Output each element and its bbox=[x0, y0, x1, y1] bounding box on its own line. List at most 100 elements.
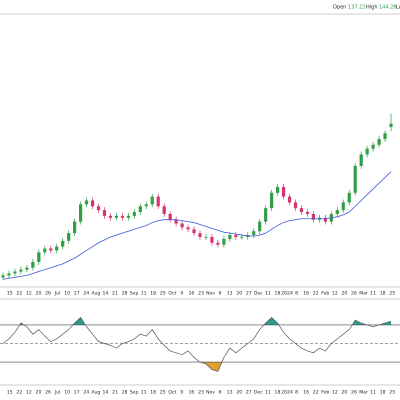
x-tick-label: Dec bbox=[254, 390, 263, 396]
x-tick-label: 12 bbox=[26, 291, 32, 297]
x-tick-label: Dec bbox=[254, 291, 263, 297]
candle-body bbox=[276, 187, 280, 193]
candle-body bbox=[383, 133, 387, 140]
x-tick-label: 10 bbox=[64, 390, 70, 396]
x-tick-label: 18 bbox=[150, 291, 156, 297]
candle-body bbox=[389, 123, 393, 128]
x-tick-label: 21 bbox=[112, 390, 118, 396]
candle-body bbox=[67, 233, 71, 241]
oversold-fill bbox=[200, 362, 222, 372]
x-tick-label: 11 bbox=[141, 390, 147, 396]
candle-body bbox=[270, 192, 274, 209]
x-tick-label: 25 bbox=[389, 390, 395, 396]
x-tick-label: 22 bbox=[16, 291, 22, 297]
x-tick-label: 8 bbox=[295, 291, 298, 297]
x-tick-label: Feb bbox=[321, 390, 329, 396]
x-tick-label: 6 bbox=[219, 390, 222, 396]
x-tick-label: 15 bbox=[7, 390, 13, 396]
candle-body bbox=[138, 206, 142, 213]
header-label: High bbox=[366, 5, 378, 11]
x-tick-label: Nov bbox=[206, 390, 215, 396]
candle-body bbox=[353, 165, 357, 193]
x-tick-label: 25 bbox=[389, 291, 395, 297]
x-tick-label: 26 bbox=[45, 390, 51, 396]
candle-body bbox=[162, 206, 166, 214]
x-tick-label: 25 bbox=[160, 291, 166, 297]
candle-body bbox=[365, 148, 369, 155]
x-tick-label: Jul bbox=[54, 390, 61, 396]
x-tick-label: 2024 bbox=[281, 291, 293, 297]
overbought-fill bbox=[19, 317, 392, 325]
x-tick-label: 27 bbox=[246, 390, 252, 396]
candle-body bbox=[281, 187, 286, 197]
x-tick-label: 20 bbox=[236, 291, 242, 297]
candle-body bbox=[1, 275, 5, 278]
x-tick-label: 11 bbox=[265, 291, 271, 297]
candle-body bbox=[31, 261, 35, 268]
x-tick-label: 17 bbox=[74, 390, 80, 396]
x-tick-label: 9 bbox=[180, 291, 183, 297]
x-tick-label: 26 bbox=[351, 291, 357, 297]
x-tick-label: 9 bbox=[180, 390, 183, 396]
candle-body bbox=[102, 210, 107, 216]
candle-body bbox=[55, 246, 59, 251]
candle-body bbox=[228, 235, 232, 239]
candle-body bbox=[234, 235, 238, 237]
x-tick-label: 10 bbox=[64, 291, 70, 297]
candle-body bbox=[287, 196, 292, 203]
x-tick-label: 20 bbox=[36, 291, 42, 297]
x-tick-label: Mar bbox=[359, 291, 368, 297]
header-value: 144.28 bbox=[379, 5, 397, 11]
x-tick-label: Aug bbox=[91, 291, 100, 297]
x-tick-label: 28 bbox=[122, 291, 128, 297]
x-tick-label: 20 bbox=[341, 291, 347, 297]
x-tick-label: Aug bbox=[91, 390, 100, 396]
x-tick-label: Oct bbox=[168, 390, 176, 396]
x-tick-label: 14 bbox=[102, 291, 108, 297]
candle-body bbox=[377, 139, 381, 145]
header-value: 137.22 bbox=[348, 5, 366, 11]
candle-body bbox=[293, 202, 298, 209]
candle-body bbox=[73, 221, 77, 234]
x-tick-label: 22 bbox=[16, 390, 22, 396]
candle-body bbox=[84, 200, 89, 205]
x-tick-label: 28 bbox=[122, 390, 128, 396]
candle-body bbox=[311, 213, 316, 220]
x-tick-label: 11 bbox=[370, 390, 376, 396]
candle-body bbox=[43, 248, 47, 253]
candle-body bbox=[252, 231, 256, 236]
candle-body bbox=[120, 215, 124, 218]
x-tick-label: Nov bbox=[206, 291, 215, 297]
x-tick-label: 20 bbox=[36, 390, 42, 396]
x-tick-label: Oct bbox=[168, 291, 176, 297]
x-tick-label: 14 bbox=[102, 390, 108, 396]
x-tick-label: 23 bbox=[198, 291, 204, 297]
x-tick-label: Jul bbox=[54, 291, 61, 297]
x-tick-label: 16 bbox=[189, 291, 195, 297]
candle-body bbox=[341, 202, 345, 211]
header-label: Lo bbox=[396, 5, 400, 11]
x-tick-label: 11 bbox=[370, 291, 376, 297]
x-tick-label: Mar bbox=[359, 390, 368, 396]
moving-average-line bbox=[2, 171, 392, 280]
candle-body bbox=[174, 219, 178, 224]
candle-body bbox=[359, 154, 363, 166]
x-tick-label: 20 bbox=[236, 390, 242, 396]
candle-body bbox=[132, 212, 136, 216]
x-tick-label: 12 bbox=[332, 390, 338, 396]
x-tick-label: 17 bbox=[74, 291, 80, 297]
x-tick-label: 12 bbox=[332, 291, 338, 297]
candle-body bbox=[180, 223, 184, 228]
candle-body bbox=[258, 221, 262, 232]
x-tick-label: 12 bbox=[26, 390, 32, 396]
x-tick-label: 24 bbox=[83, 291, 89, 297]
candle-body bbox=[192, 229, 196, 234]
x-tick-label: 18 bbox=[275, 390, 281, 396]
candle-body bbox=[49, 248, 53, 251]
candle-body bbox=[61, 240, 65, 247]
candle-body bbox=[108, 215, 113, 218]
candle-body bbox=[150, 196, 154, 205]
x-tick-label: 25 bbox=[160, 390, 166, 396]
candle-body bbox=[37, 252, 41, 262]
